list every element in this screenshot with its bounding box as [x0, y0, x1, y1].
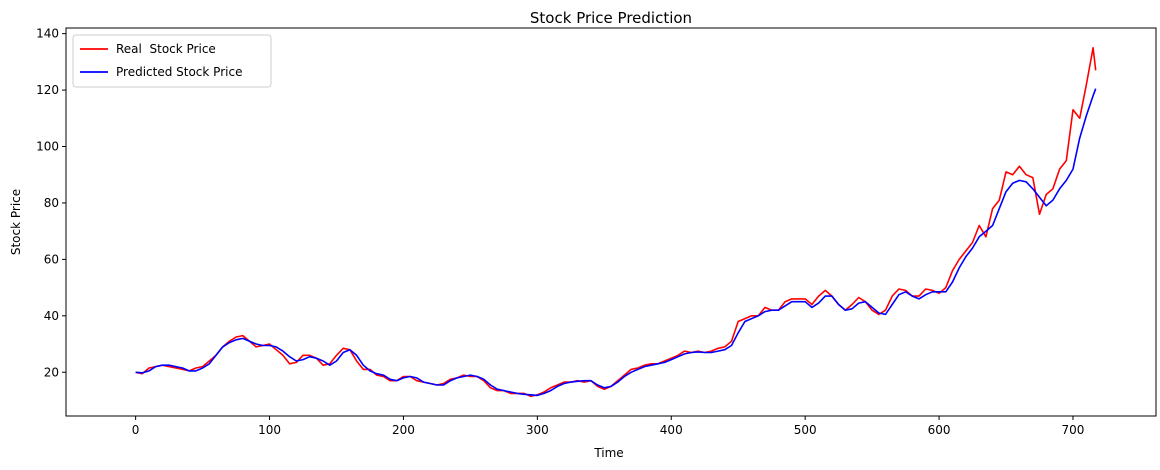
x-axis-ticks: 0 100 200 300 400 500 600 700 — [132, 416, 1085, 437]
legend: Real Stock Price Predicted Stock Price — [72, 34, 272, 88]
plot-area — [65, 27, 1157, 417]
legend-label-real: Real Stock Price — [116, 42, 216, 56]
chart-title: Stock Price Prediction — [530, 9, 692, 27]
legend-box — [72, 34, 272, 88]
y-tick-label: 60 — [44, 252, 59, 266]
x-tick-label: 700 — [1062, 423, 1085, 437]
series-lines — [135, 47, 1097, 397]
x-tick-label: 400 — [660, 423, 683, 437]
y-tick-label: 140 — [36, 27, 59, 41]
x-tick-label: 100 — [258, 423, 281, 437]
y-axis-ticks: 20 40 60 80 100 120 140 — [36, 27, 66, 379]
legend-label-predicted: Predicted Stock Price — [116, 65, 242, 79]
x-axis-label: Time — [593, 446, 623, 460]
x-tick-label: 500 — [794, 423, 817, 437]
y-tick-label: 40 — [44, 309, 59, 323]
y-tick-label: 120 — [36, 83, 59, 97]
x-tick-label: 300 — [526, 423, 549, 437]
y-tick-label: 100 — [36, 140, 59, 154]
x-tick-label: 600 — [928, 423, 951, 437]
x-tick-label: 0 — [132, 423, 140, 437]
y-tick-label: 80 — [44, 196, 59, 210]
y-tick-label: 20 — [44, 365, 59, 379]
y-axis-label: Stock Price — [9, 189, 23, 255]
series-line-predicted — [135, 88, 1097, 397]
x-tick-label: 200 — [392, 423, 415, 437]
series-line-real — [135, 47, 1097, 397]
